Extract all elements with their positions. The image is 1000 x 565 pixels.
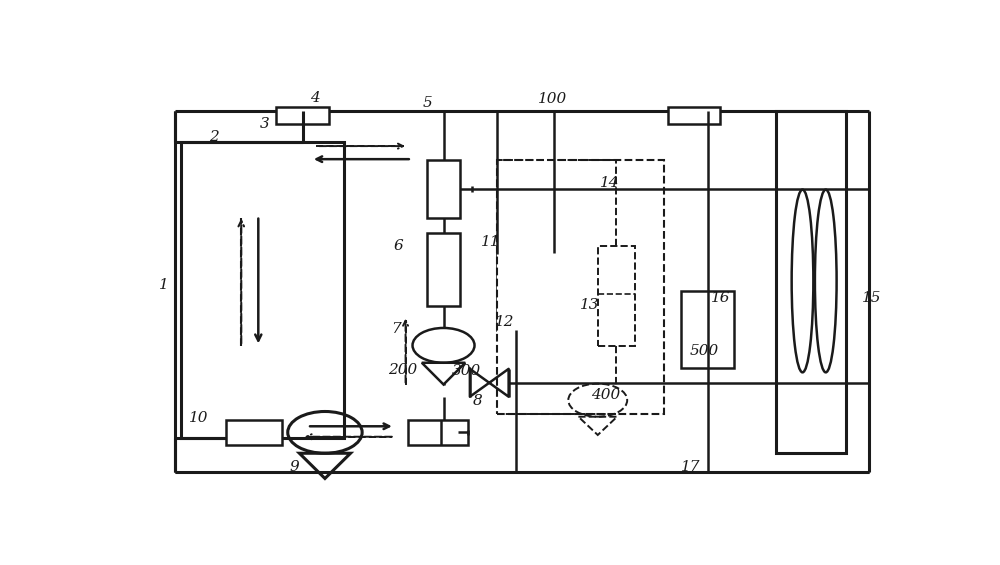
Text: 16: 16 [710, 292, 730, 305]
Bar [226, 420, 282, 445]
Text: 300: 300 [451, 364, 481, 379]
Text: 1: 1 [159, 279, 169, 292]
Text: 4: 4 [310, 92, 320, 105]
Bar [536, 253, 571, 330]
Bar [776, 111, 846, 453]
Text: 100: 100 [538, 92, 567, 106]
Text: 11: 11 [481, 235, 501, 249]
Text: 9: 9 [289, 460, 299, 474]
Text: 400: 400 [591, 388, 620, 402]
Text: 200: 200 [388, 363, 417, 377]
Text: 12: 12 [495, 315, 514, 329]
Bar [497, 160, 664, 414]
Bar [681, 290, 734, 368]
Text: 5: 5 [422, 95, 432, 110]
Bar [427, 233, 460, 306]
Text: 13: 13 [580, 298, 600, 312]
Bar [668, 107, 720, 124]
Bar [497, 253, 536, 330]
Bar [408, 420, 468, 445]
Text: 14: 14 [600, 176, 619, 190]
Bar [276, 107, 329, 124]
Text: 3: 3 [260, 118, 269, 131]
Text: 15: 15 [862, 292, 881, 305]
Text: 2: 2 [209, 131, 219, 145]
Bar [181, 142, 344, 437]
Text: 500: 500 [690, 345, 719, 358]
Text: 17: 17 [681, 460, 700, 474]
Bar [427, 160, 460, 218]
Text: 6: 6 [394, 239, 403, 253]
Bar [598, 246, 635, 346]
Text: 10: 10 [189, 411, 208, 425]
Text: 8: 8 [473, 394, 482, 407]
Text: 7: 7 [391, 322, 401, 336]
